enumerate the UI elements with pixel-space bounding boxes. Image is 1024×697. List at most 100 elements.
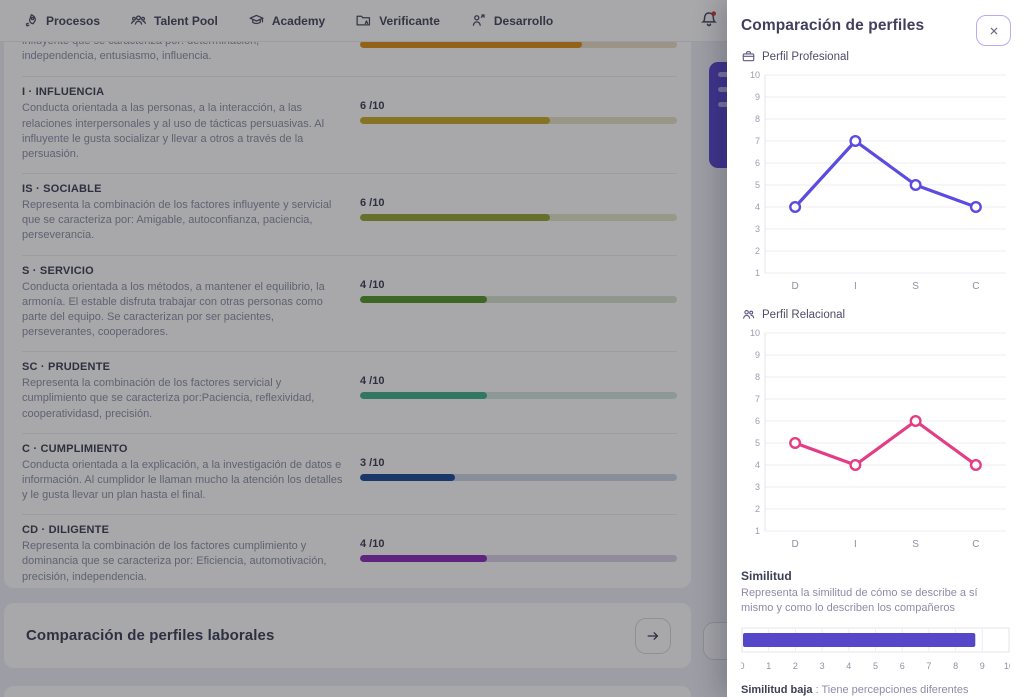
svg-text:2: 2 bbox=[755, 504, 760, 514]
svg-text:8: 8 bbox=[755, 372, 760, 382]
progress-fill bbox=[360, 41, 582, 48]
section-description: Conducta orientada a las personas, a la … bbox=[22, 102, 325, 160]
svg-text:0: 0 bbox=[741, 661, 745, 671]
section-title: C · CUMPLIMIENTO bbox=[22, 442, 128, 455]
progress-track bbox=[360, 117, 677, 125]
svg-text:7: 7 bbox=[755, 394, 760, 404]
folder-user-icon bbox=[356, 15, 371, 26]
svg-text:10: 10 bbox=[750, 328, 760, 338]
two-people-icon bbox=[743, 309, 755, 319]
open-comparacion-button[interactable] bbox=[635, 617, 671, 654]
similitud-chart: 0 1 2 3 4 5 6 7 8 9 10 bbox=[739, 625, 1014, 680]
svg-text:2: 2 bbox=[793, 661, 798, 671]
svg-text:9: 9 bbox=[980, 661, 985, 671]
svg-text:C: C bbox=[972, 281, 979, 292]
perfil-profesional-chart: 1 2 3 4 5 6 7 8 9 10 D I S C bbox=[741, 67, 1010, 302]
disc-section-diligente: CD · DILIGENTE Representa la combinación… bbox=[22, 514, 677, 588]
similitud-footnote-bold: Similitud baja bbox=[741, 683, 813, 696]
close-icon bbox=[990, 27, 997, 34]
svg-text:D: D bbox=[792, 281, 799, 292]
svg-text:6: 6 bbox=[755, 158, 760, 168]
section-title: SC · PRUDENTE bbox=[22, 361, 111, 374]
svg-text:3: 3 bbox=[755, 482, 760, 492]
score-gauge: 6 /10 bbox=[344, 86, 677, 162]
similitud-title: Similitud bbox=[741, 569, 792, 583]
svg-text:8: 8 bbox=[755, 114, 760, 124]
section-description: Conducta orientada a los métodos, a mant… bbox=[22, 280, 325, 339]
progress-fill bbox=[360, 555, 487, 563]
svg-text:5: 5 bbox=[873, 661, 878, 671]
nav-item-academy[interactable]: Academy bbox=[248, 12, 325, 29]
nav-item-procesos[interactable]: Procesos bbox=[22, 12, 100, 29]
nav-item-label: Verificante bbox=[379, 13, 440, 28]
comparacion-laborales-title: Comparación de perfiles laborales bbox=[26, 627, 275, 644]
svg-text:9: 9 bbox=[755, 92, 760, 102]
section-title: CD · DILIGENTE bbox=[22, 524, 110, 537]
svg-text:1: 1 bbox=[755, 526, 760, 536]
chart-title: Perfil Profesional bbox=[762, 50, 849, 63]
progress-track bbox=[360, 473, 677, 481]
svg-text:5: 5 bbox=[755, 438, 760, 448]
score-gauge: 6 /10 bbox=[344, 183, 677, 244]
rocket-icon bbox=[25, 14, 36, 27]
people-group-icon bbox=[131, 15, 146, 25]
score-label: 4 /10 bbox=[360, 375, 385, 388]
score-label: 3 /10 bbox=[360, 456, 385, 469]
score-gauge: 3 /10 bbox=[344, 443, 677, 504]
svg-text:4: 4 bbox=[755, 202, 760, 212]
disc-section-servicio: S · SERVICIO Conducta orientada a los mé… bbox=[22, 254, 677, 352]
progress-track bbox=[360, 214, 677, 222]
nav-item-label: Procesos bbox=[46, 13, 101, 28]
nav-item-label: Talent Pool bbox=[154, 13, 218, 28]
bell-icon bbox=[701, 11, 717, 27]
progress-track bbox=[360, 41, 677, 48]
comparacion-perfiles-panel: Comparación de perfiles Perfil Profesion… bbox=[727, 0, 1024, 697]
similitud-description: Representa la similitud de cómo se descr… bbox=[741, 587, 978, 615]
svg-text:S: S bbox=[912, 281, 919, 292]
perfil-relacional-chart: 1 2 3 4 5 6 7 8 9 10 D I S C bbox=[741, 325, 1010, 560]
progress-fill bbox=[360, 214, 551, 222]
section-title: S · SERVICIO bbox=[22, 264, 94, 277]
arrow-right-icon bbox=[647, 631, 659, 640]
nav-item-label: Desarrollo bbox=[493, 13, 554, 28]
section-description: Representa la combinación de los factore… bbox=[22, 199, 332, 242]
close-panel-button[interactable] bbox=[976, 15, 1011, 46]
score-label: 6 /10 bbox=[360, 100, 385, 113]
svg-text:8: 8 bbox=[953, 661, 958, 671]
unread-dot bbox=[711, 11, 716, 16]
notifications-bell-button[interactable] bbox=[698, 9, 720, 33]
nav-item-verificante[interactable]: Verificante bbox=[355, 12, 440, 29]
progress-fill bbox=[360, 295, 487, 303]
nav-item-desarrollo[interactable]: Desarrollo bbox=[470, 12, 553, 29]
progress-track bbox=[360, 555, 677, 563]
next-card-edge bbox=[4, 686, 691, 697]
svg-text:2: 2 bbox=[755, 246, 760, 256]
svg-text:I: I bbox=[854, 281, 857, 292]
svg-text:S: S bbox=[912, 539, 919, 550]
chart-title: Perfil Relacional bbox=[762, 308, 846, 321]
svg-text:C: C bbox=[972, 539, 979, 550]
score-gauge: 4 /10 bbox=[344, 361, 677, 422]
svg-text:I: I bbox=[854, 539, 857, 550]
briefcase-icon bbox=[742, 51, 755, 62]
disc-section-sociable: IS · SOCIABLE Representa la combinación … bbox=[22, 173, 677, 255]
nav-item-label: Academy bbox=[271, 13, 326, 28]
disc-section-prudente: SC · PRUDENTE Representa la combinación … bbox=[22, 351, 677, 433]
score-gauge: 4 /10 bbox=[344, 524, 677, 585]
progress-fill bbox=[360, 473, 456, 481]
svg-text:D: D bbox=[792, 539, 799, 550]
nav-item-talent-pool[interactable]: Talent Pool bbox=[130, 12, 218, 29]
disc-report-card: influyente que se caracteriza por: deter… bbox=[4, 26, 691, 588]
progress-track bbox=[360, 295, 677, 303]
svg-text:3: 3 bbox=[755, 224, 760, 234]
graduation-cap-icon bbox=[249, 14, 264, 25]
similitud-footnote: Similitud baja : Tiene percepciones dife… bbox=[741, 684, 1010, 696]
svg-text:10: 10 bbox=[1004, 661, 1010, 671]
svg-text:5: 5 bbox=[755, 180, 760, 190]
user-growth-icon bbox=[472, 14, 485, 26]
score-label: 4 /10 bbox=[360, 538, 385, 551]
section-description: Representa la combinación de los factore… bbox=[22, 377, 315, 420]
disc-section-cumplimiento: C · CUMPLIMIENTO Conducta orientada a la… bbox=[22, 432, 677, 515]
svg-text:9: 9 bbox=[755, 350, 760, 360]
perfil-relacional-label: Perfil Relacional bbox=[741, 307, 1010, 322]
